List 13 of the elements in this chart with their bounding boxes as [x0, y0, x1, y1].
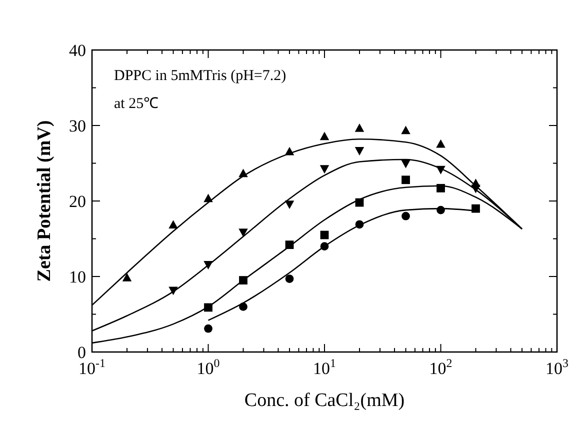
x-tick-label: 10$^{3}$	[546, 356, 569, 378]
y-tick-label: 40	[69, 41, 86, 60]
y-tick-label: 10	[69, 268, 86, 286]
x-tick-label: 10$^{1}$	[313, 356, 336, 378]
x-tick-label: 10$^{2}$	[429, 356, 452, 378]
y-axis-title: Zeta Potential (mV)	[34, 120, 55, 282]
y-tick-label: 20	[69, 192, 86, 211]
y-tick-label: 0	[78, 343, 86, 362]
annotation: at 25℃	[114, 96, 159, 112]
y-tick-label: 30	[69, 116, 86, 136]
annotation: DPPC in 5mMTris (pH=7.2)	[114, 68, 286, 84]
x-tick-label: 10$^{0}$	[196, 356, 220, 378]
x-axis-title: Conc. of CaCl₂(mM)	[244, 390, 405, 411]
